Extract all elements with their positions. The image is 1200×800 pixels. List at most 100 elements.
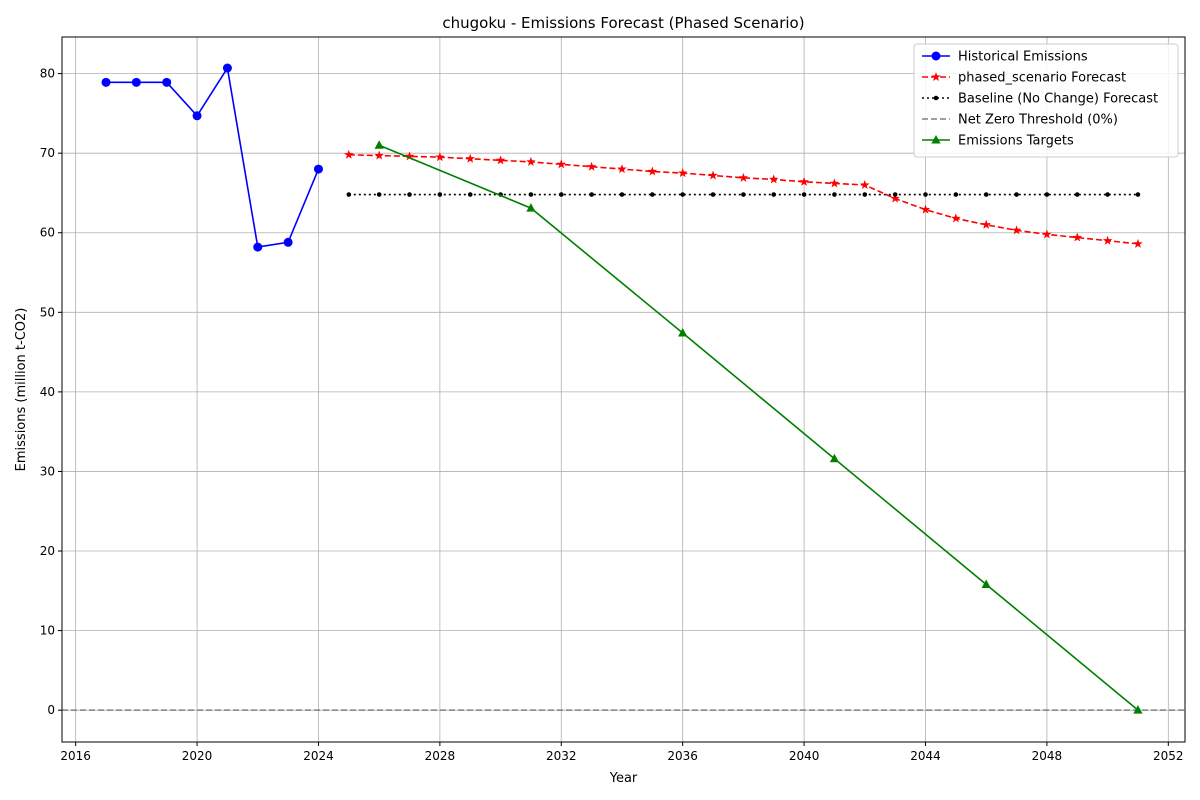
legend-label: Baseline (No Change) Forecast bbox=[958, 92, 1158, 107]
plot-frame bbox=[61, 36, 1186, 743]
data-point bbox=[829, 453, 840, 463]
data-point bbox=[374, 150, 384, 160]
data-point bbox=[801, 192, 807, 197]
x-tick-label: 2052 bbox=[1153, 749, 1184, 763]
data-point bbox=[344, 149, 354, 159]
data-point bbox=[862, 192, 868, 197]
legend-label: Historical Emissions bbox=[958, 50, 1088, 65]
x-tick-label: 2028 bbox=[425, 749, 456, 763]
data-point bbox=[101, 77, 111, 87]
data-point bbox=[829, 178, 840, 188]
y-tick-label: 30 bbox=[40, 464, 55, 478]
y-tick-label: 80 bbox=[40, 67, 55, 81]
data-point bbox=[619, 192, 625, 197]
data-point bbox=[647, 166, 658, 176]
data-point bbox=[556, 159, 567, 169]
series-4 bbox=[374, 140, 1143, 714]
data-point bbox=[1072, 232, 1083, 242]
x-axis-label: Year bbox=[609, 771, 638, 786]
data-point bbox=[467, 192, 473, 197]
data-point bbox=[528, 192, 534, 197]
x-tick-label: 2048 bbox=[1032, 749, 1063, 763]
data-point bbox=[1074, 192, 1080, 197]
data-point bbox=[892, 192, 898, 197]
data-point bbox=[131, 77, 141, 87]
x-tick-label: 2024 bbox=[303, 749, 334, 763]
y-tick-label: 50 bbox=[40, 305, 55, 319]
y-tick-label: 10 bbox=[40, 624, 55, 638]
legend-marker bbox=[931, 51, 941, 61]
data-point bbox=[558, 192, 564, 197]
y-tick-label: 0 bbox=[47, 703, 55, 717]
grid-lines bbox=[62, 37, 1185, 742]
data-point bbox=[526, 156, 536, 166]
data-point bbox=[407, 192, 412, 197]
y-axis-label: Emissions (million t-CO2) bbox=[14, 308, 29, 472]
y-tick-label: 70 bbox=[40, 146, 55, 160]
legend-item: phased_scenario Forecast bbox=[922, 71, 1126, 86]
series-2 bbox=[346, 192, 1141, 197]
legend-item: Net Zero Threshold (0%) bbox=[922, 113, 1118, 128]
data-point bbox=[435, 152, 445, 162]
data-point bbox=[710, 192, 716, 197]
y-tick-label: 20 bbox=[40, 544, 55, 558]
data-point bbox=[680, 192, 685, 197]
series-lines bbox=[62, 63, 1185, 714]
legend-marker bbox=[931, 72, 941, 82]
data-point bbox=[981, 219, 991, 229]
legend-item: Emissions Targets bbox=[922, 134, 1074, 149]
data-point bbox=[890, 193, 900, 203]
y-tick-label: 40 bbox=[40, 385, 55, 399]
data-point bbox=[1133, 705, 1143, 714]
x-tick-label: 2036 bbox=[667, 749, 698, 763]
legend-marker bbox=[933, 95, 939, 101]
x-tick-label: 2032 bbox=[546, 749, 577, 763]
data-point bbox=[768, 174, 779, 184]
x-tick-label: 2044 bbox=[910, 749, 941, 763]
chart-title: chugoku - Emissions Forecast (Phased Sce… bbox=[442, 14, 804, 32]
data-point bbox=[1135, 192, 1141, 197]
x-tick-label: 2020 bbox=[182, 749, 213, 763]
data-point bbox=[1042, 229, 1052, 239]
data-point bbox=[376, 192, 382, 197]
data-point bbox=[526, 203, 536, 212]
legend-label: phased_scenario Forecast bbox=[958, 71, 1126, 86]
legend: Historical Emissions phased_scenario Fore… bbox=[913, 43, 1179, 158]
data-point bbox=[1102, 235, 1113, 245]
legend-item: Historical Emissions bbox=[922, 50, 1088, 65]
legend-label: Net Zero Threshold (0%) bbox=[958, 113, 1118, 128]
data-point bbox=[738, 172, 749, 182]
data-point bbox=[617, 164, 627, 174]
data-point bbox=[374, 140, 384, 149]
data-point bbox=[253, 242, 263, 252]
data-point bbox=[222, 63, 232, 73]
axis-ticks: 2016 2020 2024 2028 2032 2036 2040 2044 2048 2052… bbox=[40, 67, 1184, 763]
data-point bbox=[650, 192, 655, 197]
data-point bbox=[404, 151, 415, 161]
data-point bbox=[953, 192, 959, 197]
series-line bbox=[378, 144, 1139, 711]
data-point bbox=[313, 164, 323, 174]
data-point bbox=[1105, 192, 1110, 197]
data-point bbox=[920, 204, 931, 214]
data-point bbox=[832, 192, 837, 197]
data-point bbox=[799, 176, 809, 186]
data-point bbox=[771, 192, 777, 197]
data-point bbox=[981, 579, 991, 588]
data-point bbox=[495, 155, 506, 165]
series-1 bbox=[344, 149, 1143, 248]
x-tick-label: 2040 bbox=[789, 749, 820, 763]
data-point bbox=[860, 180, 870, 190]
legend-item: Baseline (No Change) Forecast bbox=[922, 92, 1158, 107]
series-line bbox=[106, 65, 320, 248]
data-point bbox=[1044, 192, 1050, 197]
legend-label: Emissions Targets bbox=[958, 134, 1074, 149]
data-point bbox=[589, 192, 594, 197]
data-point bbox=[1133, 238, 1143, 248]
data-point bbox=[162, 77, 172, 87]
y-tick-label: 60 bbox=[40, 226, 55, 240]
data-point bbox=[708, 170, 718, 180]
data-point bbox=[1011, 225, 1022, 235]
data-point bbox=[586, 161, 597, 171]
data-point bbox=[741, 192, 746, 197]
